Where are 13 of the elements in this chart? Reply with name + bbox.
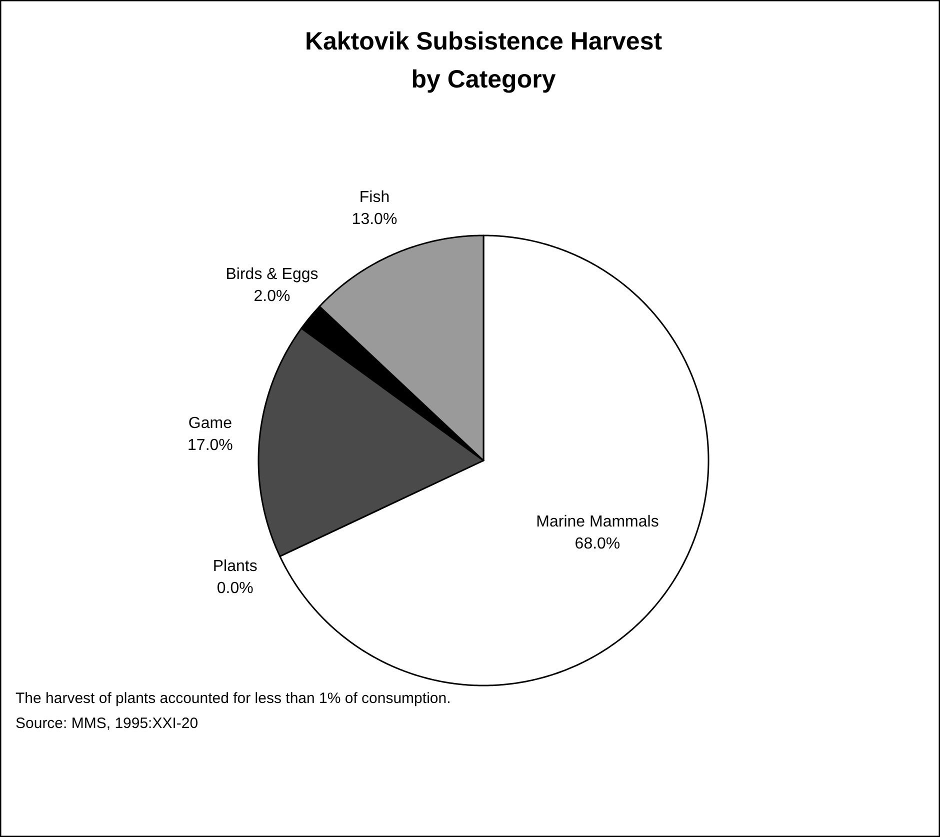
slice-label: Marine Mammals (536, 513, 659, 530)
text: The harvest of plants accounted for less than 1% of consumption. (16, 690, 451, 707)
text: 0.0% (216, 580, 254, 597)
slice-label: Game (188, 415, 232, 432)
slice-label: Birds & Eggs (226, 266, 318, 283)
source-note: Source: MMS, 1995:XXI-20 (16, 715, 198, 732)
data-label: 68.0% (574, 535, 620, 552)
data-label: 13.0% (352, 211, 398, 228)
category-label: Plants (212, 558, 258, 575)
data-label: 2.0% (254, 288, 290, 306)
slice-label: Fish (359, 189, 390, 206)
data-label: 17.0% (188, 437, 233, 454)
chart-title: Kaktovik Subsistence Harvest by Category (304, 28, 663, 94)
